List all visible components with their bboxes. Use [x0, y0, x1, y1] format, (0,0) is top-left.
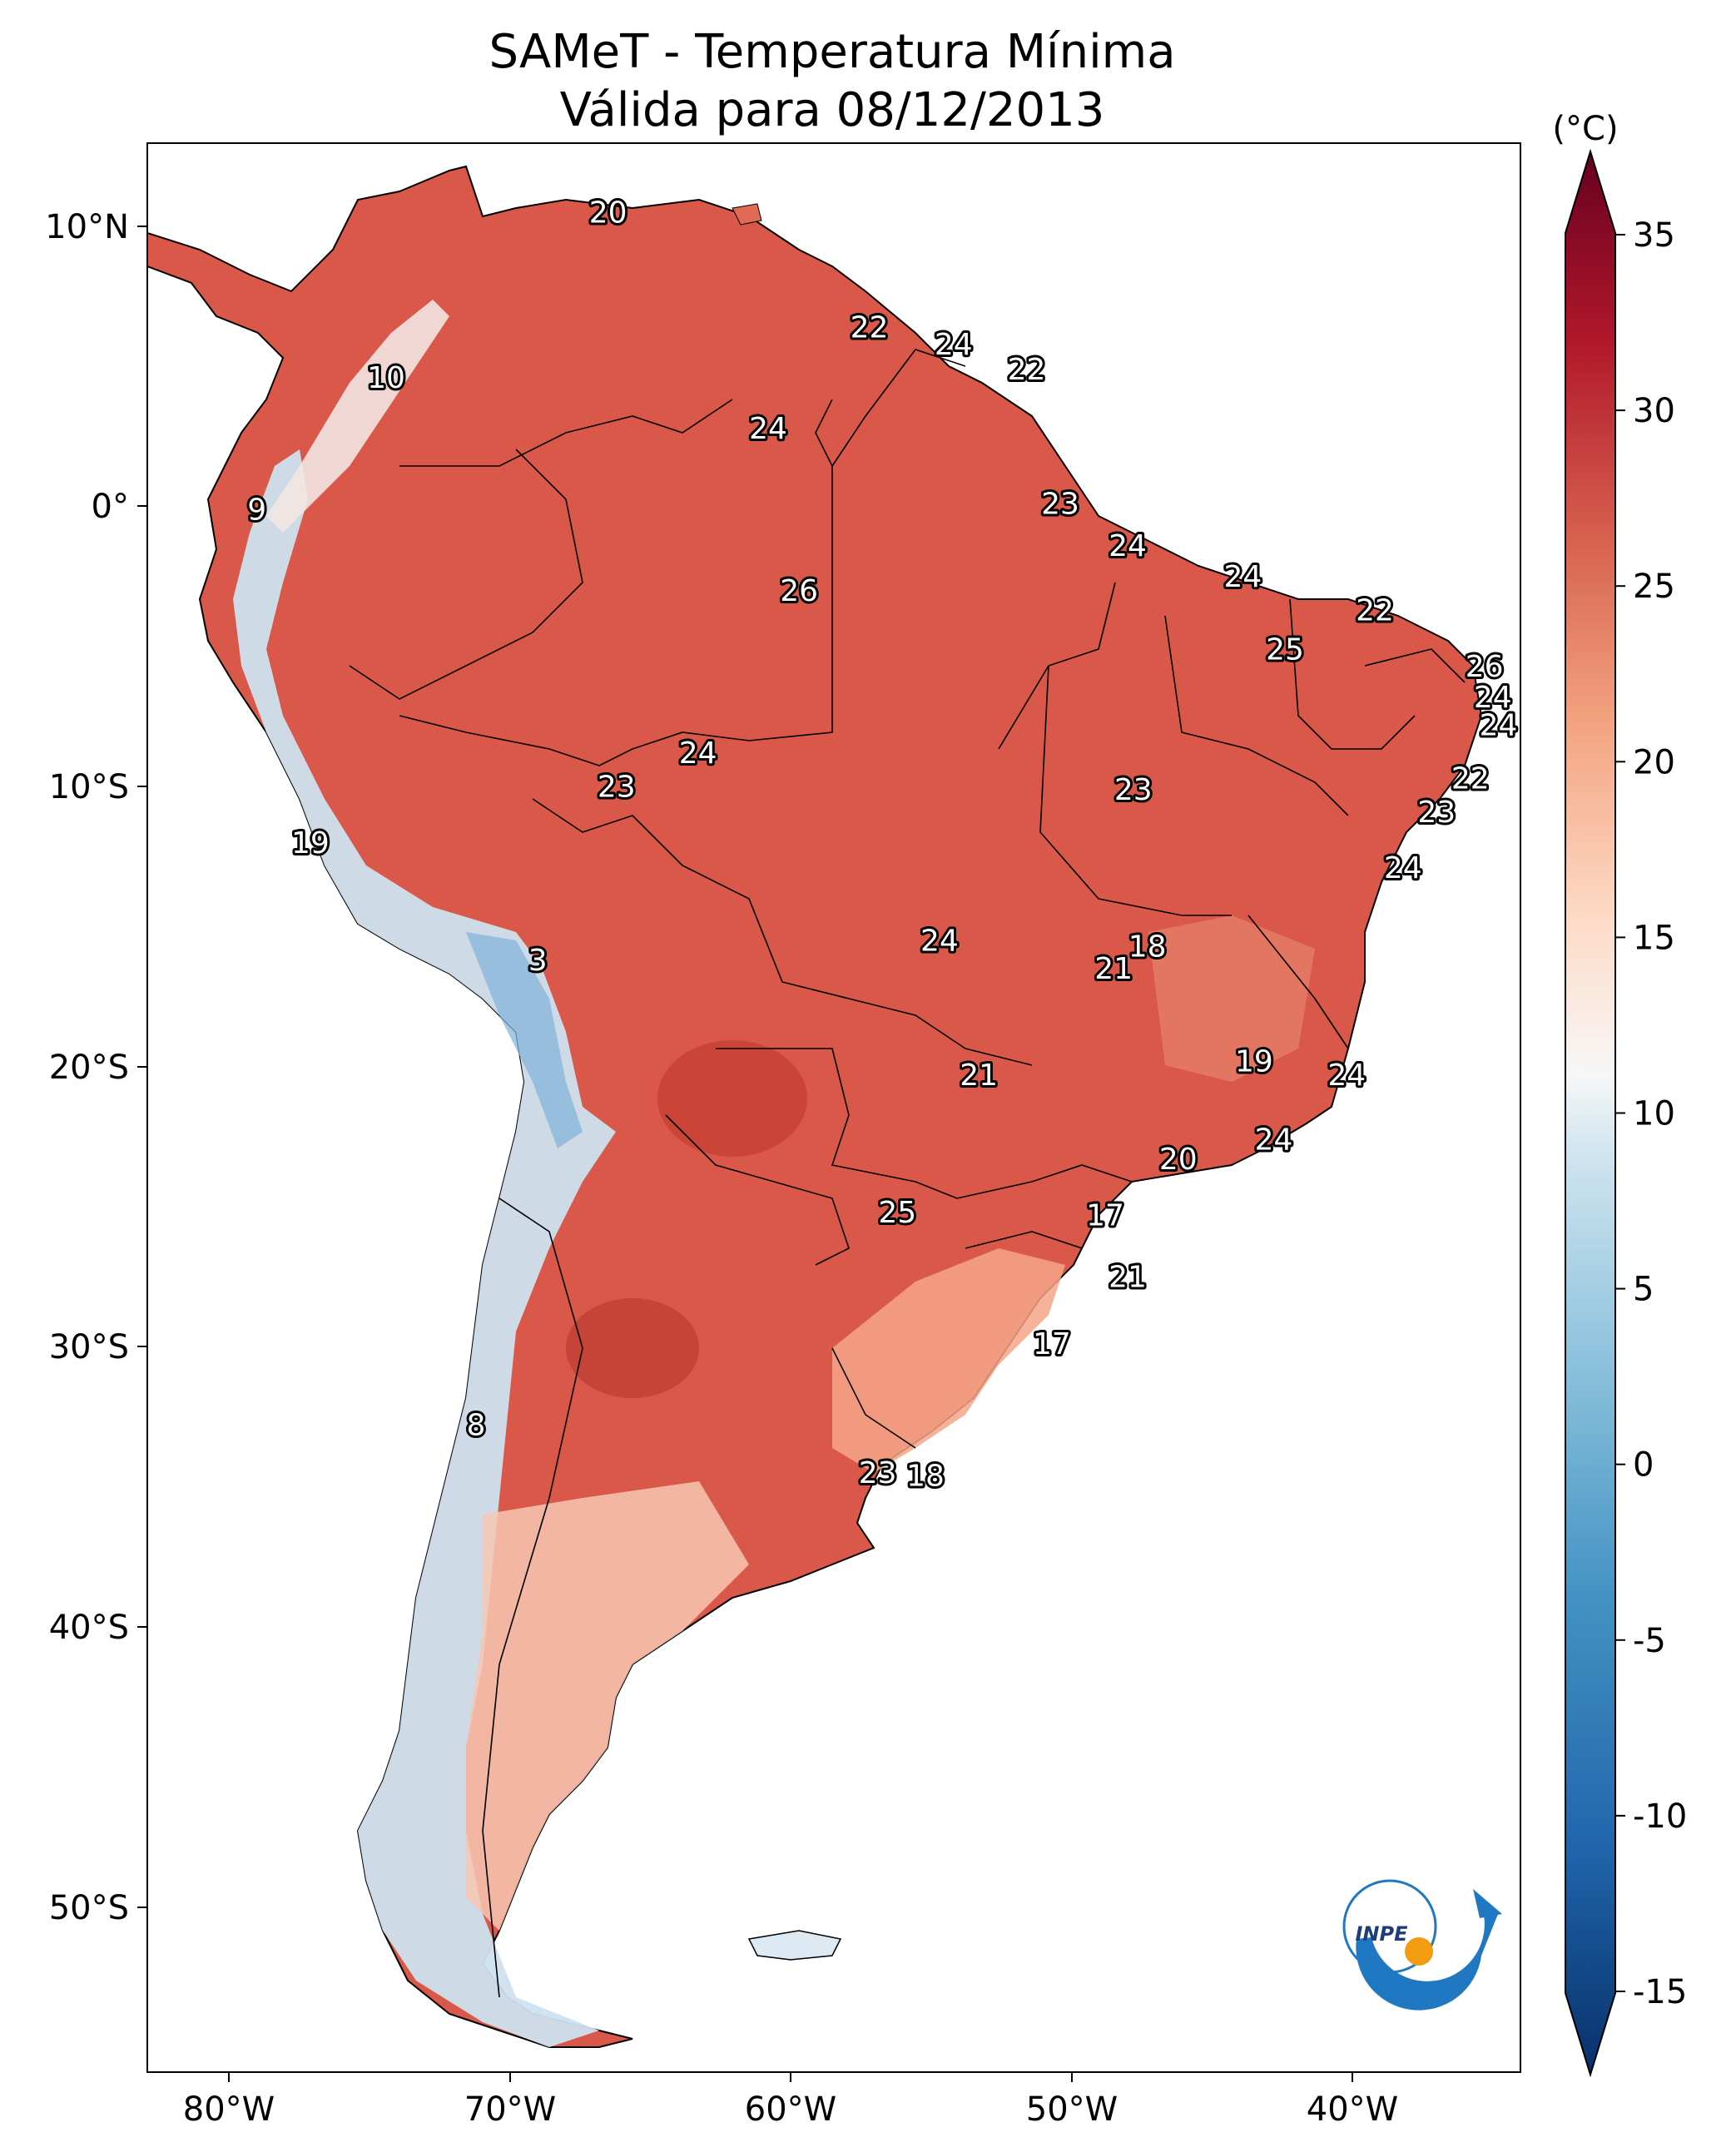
- temperature-label: 23: [1114, 773, 1153, 807]
- title-line-2: Válida para 08/12/2013: [559, 83, 1105, 137]
- colorbar-tick-label: 0: [1633, 1446, 1654, 1485]
- caribbean-islands: [732, 203, 762, 226]
- lon-tick-label: 50°W: [1026, 2090, 1118, 2129]
- colorbar-tick-label: 10: [1633, 1095, 1675, 1133]
- colorbar-unit: (°C): [1552, 110, 1618, 148]
- temperature-label: 24: [1384, 851, 1422, 885]
- temperature-label: 21: [1109, 1260, 1147, 1294]
- colorbar-tick-label: 5: [1633, 1271, 1654, 1309]
- temperature-label: 22: [1008, 353, 1046, 387]
- colorbar-tick-label: 30: [1633, 392, 1675, 430]
- colorbar-tick-label: -10: [1633, 1797, 1687, 1836]
- patagonia-mild-region: [466, 1481, 749, 1931]
- logo-ring-icon: [1342, 1879, 1437, 1974]
- temperature-label: 10: [367, 361, 405, 395]
- temperature-label: 3: [528, 944, 548, 978]
- south-mild-region: [832, 1248, 1065, 1473]
- temperature-label: 23: [859, 1456, 897, 1490]
- colorbar-tick-label: 35: [1633, 216, 1675, 255]
- northern-andes-cold: [266, 300, 449, 533]
- temperature-label: 23: [1417, 796, 1456, 830]
- lat-tick-label: 40°S: [49, 1609, 129, 1647]
- andes-cold-region: [233, 449, 616, 2047]
- map-title: SAMeT - Temperatura Mínima Válida para 0…: [141, 23, 1523, 140]
- logo-arrow-icon: [1473, 1889, 1502, 1918]
- temperature-label: 24: [679, 736, 717, 771]
- map-land: [147, 165, 1483, 2048]
- colorbar-body: [1565, 148, 1616, 2078]
- colorbar: (°C) 35 30 25 20 15 10 5 0 -5 -10 -15: [1552, 110, 1687, 2078]
- colorbar-tick-label: 15: [1633, 919, 1675, 957]
- temperature-label: 19: [291, 826, 330, 860]
- colorbar-tick-label: 25: [1633, 568, 1675, 606]
- colorbar-tick-label: -15: [1633, 1973, 1687, 2011]
- temperature-label: 25: [1266, 633, 1304, 667]
- temperature-label: 22: [1451, 761, 1490, 796]
- lat-tick-label: 30°S: [49, 1328, 129, 1366]
- temperature-label: 17: [1086, 1198, 1124, 1232]
- lon-tick-label: 60°W: [745, 2090, 836, 2129]
- lon-axis: 80°W 70°W 60°W 50°W 40°W: [183, 2072, 1398, 2129]
- temperature-label: 20: [1159, 1143, 1198, 1177]
- lon-tick-label: 80°W: [183, 2090, 275, 2129]
- temperature-label: 21: [960, 1059, 998, 1093]
- colorbar-tick-label: -5: [1633, 1622, 1666, 1660]
- temperature-label: 23: [598, 771, 636, 805]
- temperature-label: 25: [878, 1196, 916, 1230]
- chaco-hot-core: [657, 1040, 807, 1157]
- temperature-label: 18: [1128, 930, 1167, 964]
- lon-tick-label: 70°W: [464, 2090, 556, 2129]
- temperature-label: 24: [1109, 529, 1147, 563]
- lat-tick-label: 0°: [92, 488, 129, 526]
- altiplano-cold-core: [466, 932, 583, 1148]
- logo-text: INPE: [1356, 1922, 1409, 1946]
- temperature-label: 23: [1041, 488, 1079, 522]
- temperature-label: 24: [749, 412, 787, 446]
- temperature-label: 24: [1474, 681, 1512, 715]
- logo-swoosh-icon: [1356, 1911, 1498, 2011]
- lon-tick-label: 40°W: [1307, 2090, 1398, 2129]
- temperature-label: 19: [1235, 1044, 1273, 1078]
- colorbar-ticks: 35 30 25 20 15 10 5 0 -5 -10 -15: [1615, 216, 1687, 2011]
- temperature-label: 26: [1466, 650, 1504, 684]
- logo-sun-icon: [1405, 1937, 1433, 1966]
- lat-tick-label: 20°S: [49, 1049, 129, 1087]
- lat-axis: 10°N 0° 10°S 20°S 30°S 40°S 50°S: [45, 208, 147, 1927]
- temperature-label: 17: [1033, 1327, 1071, 1361]
- lat-tick-label: 50°S: [49, 1889, 129, 1927]
- colorbar-tick-label: 20: [1633, 743, 1675, 781]
- temperature-label: 24: [935, 328, 973, 362]
- temperature-label: 8: [467, 1409, 486, 1443]
- temperature-label: 20: [589, 196, 627, 231]
- temperature-label: 22: [1356, 594, 1394, 628]
- temperature-label: 24: [920, 925, 959, 959]
- temperature-label: 26: [780, 574, 818, 608]
- temperature-label: 24: [1255, 1123, 1293, 1157]
- falkland-islands: [747, 1930, 842, 1961]
- title-line-1: SAMeT - Temperatura Mínima: [489, 25, 1176, 79]
- lat-tick-label: 10°S: [49, 768, 129, 806]
- temperature-label: 22: [851, 311, 889, 345]
- southeast-brazil-mild: [1148, 915, 1315, 1082]
- temperature-label: 21: [1094, 952, 1133, 986]
- temperature-label: 24: [1327, 1059, 1366, 1093]
- temperature-label: 9: [247, 493, 266, 527]
- inpe-logo: INPE: [1342, 1879, 1502, 2011]
- temperature-label: 24: [1480, 708, 1518, 742]
- temperature-label: 18: [906, 1459, 945, 1493]
- temperature-label: 24: [1223, 560, 1262, 594]
- country-borders: [349, 349, 1466, 1998]
- argentina-hot-core: [566, 1298, 699, 1398]
- lat-tick-label: 10°N: [45, 208, 129, 246]
